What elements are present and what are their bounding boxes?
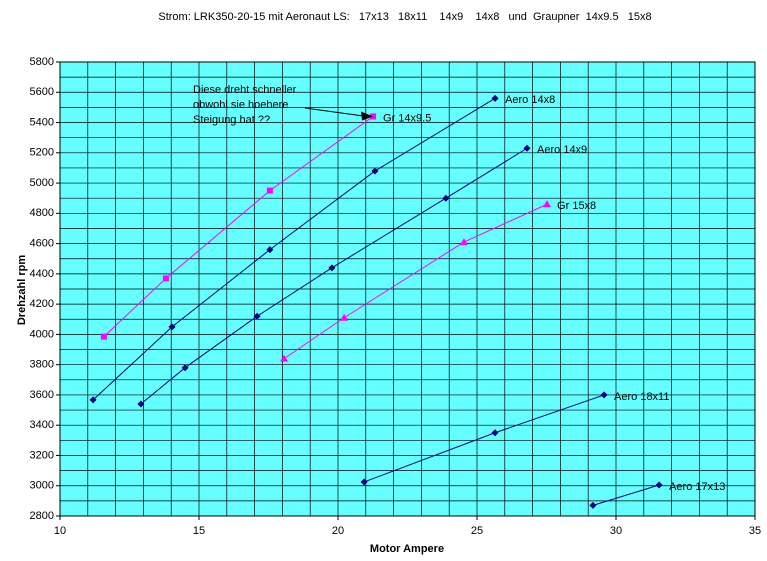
point — [137, 400, 145, 408]
point — [491, 429, 499, 437]
chart-title: Strom: LRK350-20-15 mit Aeronaut LS: 17x… — [158, 11, 651, 23]
series-line — [140, 147, 528, 405]
y-tick-label: 3800 — [30, 359, 54, 371]
point — [491, 94, 499, 102]
y-tick-label: 5400 — [30, 116, 54, 128]
series-label: Aero 18x11 — [614, 391, 669, 403]
point — [181, 364, 189, 372]
series-label: Aero 14x9 — [537, 144, 587, 156]
point — [340, 313, 349, 321]
series-line — [592, 484, 660, 506]
x-tick-label: 35 — [749, 525, 761, 537]
point — [442, 194, 450, 202]
x-tick-label: 20 — [332, 525, 344, 537]
annotation: Steigung hat ?? — [193, 114, 270, 126]
series-label: Aero 14x8 — [505, 94, 555, 106]
y-tick-label: 4200 — [30, 298, 54, 310]
point — [459, 238, 468, 246]
point — [523, 144, 531, 152]
y-tick-label: 3600 — [30, 389, 54, 401]
series-label: Gr 15x8 — [557, 200, 596, 212]
x-tick-label: 25 — [471, 525, 483, 537]
annotation: Diese dreht schneller — [193, 84, 297, 96]
point — [543, 200, 552, 208]
y-tick-label: 4800 — [30, 207, 54, 219]
point — [100, 333, 107, 340]
point — [253, 312, 261, 320]
y-tick-label: 3400 — [30, 419, 54, 431]
y-tick-label: 3200 — [30, 449, 54, 461]
x-tick-label: 30 — [610, 525, 622, 537]
y-tick-label: 4000 — [30, 328, 54, 340]
point — [89, 396, 97, 404]
series-line — [283, 203, 548, 360]
point — [371, 167, 379, 175]
series-line — [103, 116, 374, 338]
annotation-arrowhead — [361, 111, 374, 121]
series-label: Aero 17x13 — [669, 481, 725, 493]
y-tick-label: 5800 — [30, 56, 54, 68]
point — [589, 501, 597, 509]
x-tick-label: 15 — [193, 525, 205, 537]
point — [168, 323, 176, 331]
x-axis-label: Motor Ampere — [370, 543, 444, 555]
point — [266, 187, 273, 194]
point — [600, 391, 608, 399]
y-tick-label: 5000 — [30, 177, 54, 189]
point — [266, 246, 274, 254]
point — [280, 354, 289, 362]
point — [328, 264, 336, 272]
point — [162, 275, 169, 282]
y-axis-label: Drehzahl rpm — [16, 255, 28, 326]
y-tick-label: 5200 — [30, 147, 54, 159]
y-tick-label: 4400 — [30, 268, 54, 280]
y-tick-label: 2800 — [30, 510, 54, 522]
point — [360, 478, 368, 486]
y-tick-label: 5600 — [30, 86, 54, 98]
series-label: Gr 14x9.5 — [383, 112, 431, 124]
y-tick-label: 3000 — [30, 480, 54, 492]
x-tick-label: 10 — [54, 525, 66, 537]
y-tick-label: 4600 — [30, 238, 54, 250]
annotation: obwohl sie hoehere — [193, 99, 288, 111]
point — [655, 481, 663, 489]
annotation-arrow — [304, 107, 368, 117]
